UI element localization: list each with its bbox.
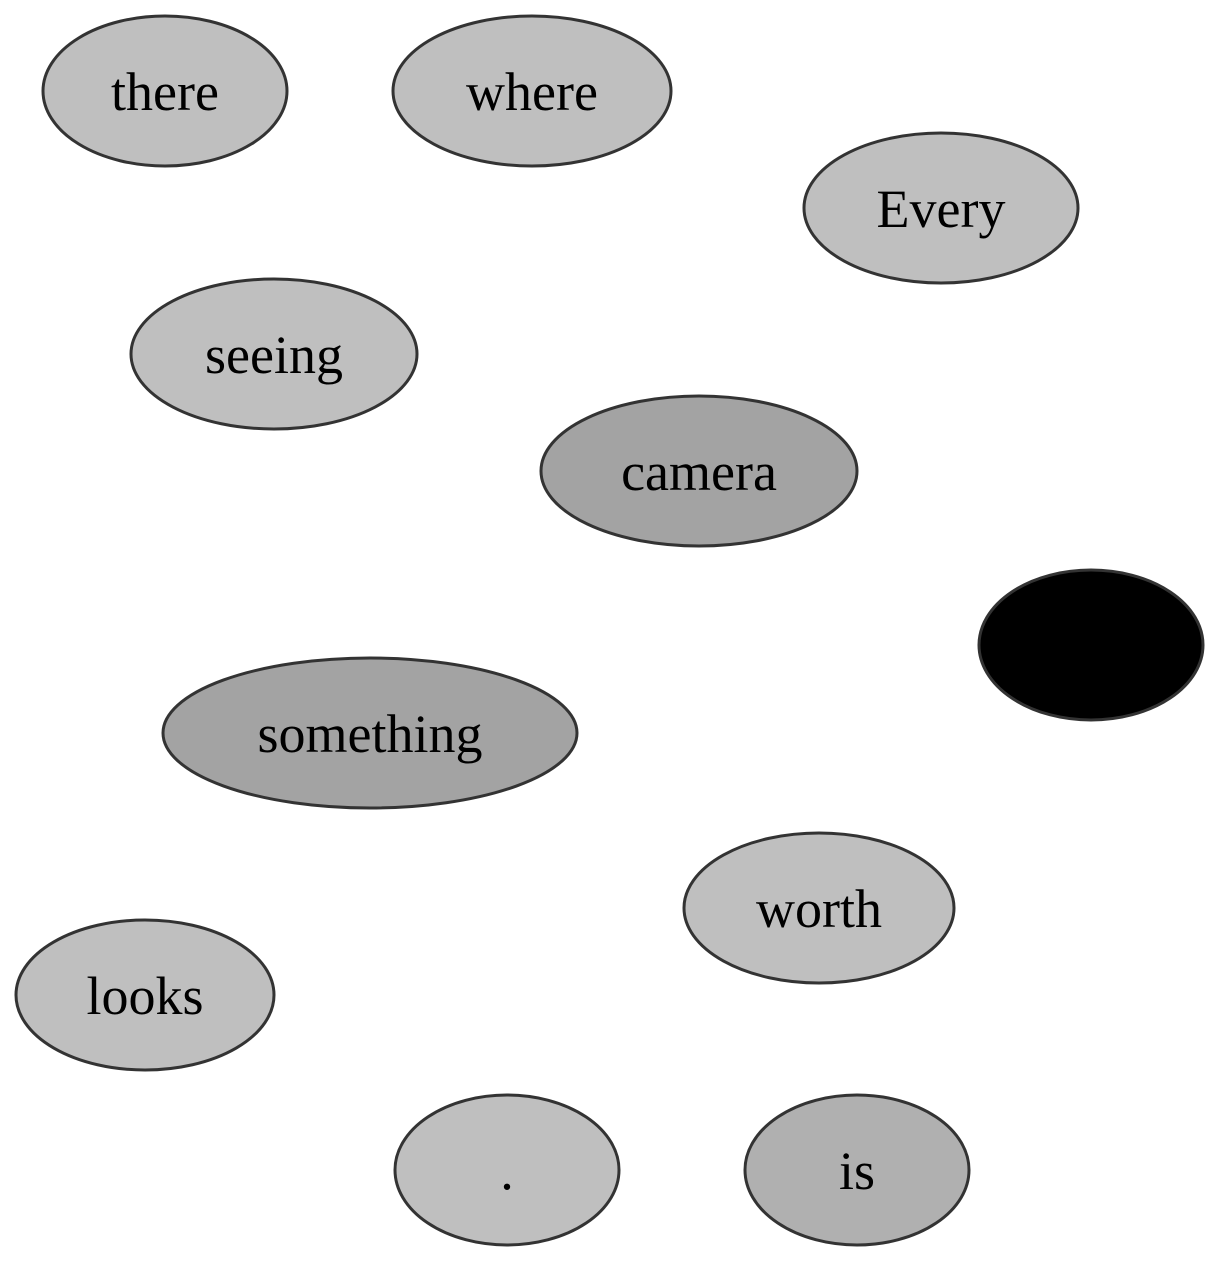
node-there-label: there	[111, 62, 219, 122]
node-is-label: is	[839, 1141, 875, 1201]
node-period-label: .	[500, 1141, 514, 1201]
node-something-ellipse	[161, 656, 579, 810]
node-worth: worth	[682, 831, 956, 985]
node-blank	[977, 568, 1205, 722]
node-camera-label: camera	[621, 442, 777, 502]
node-every: Every	[802, 131, 1080, 285]
node-period-ellipse	[393, 1093, 621, 1247]
node-there-ellipse	[41, 14, 289, 168]
node-is-ellipse	[743, 1093, 971, 1247]
node-worth-ellipse	[682, 831, 956, 985]
node-blank-ellipse	[977, 568, 1205, 722]
node-looks: looks	[14, 918, 276, 1072]
node-camera-ellipse	[539, 394, 859, 548]
node-is: is	[743, 1093, 971, 1247]
node-where: where	[391, 14, 673, 168]
node-looks-ellipse	[14, 918, 276, 1072]
node-period: .	[393, 1093, 621, 1247]
node-something-label: something	[258, 704, 483, 764]
node-where-label: where	[466, 62, 598, 122]
node-looks-label: looks	[86, 966, 203, 1026]
node-worth-label: worth	[756, 879, 882, 939]
node-there: there	[41, 14, 289, 168]
node-where-ellipse	[391, 14, 673, 168]
node-every-label: Every	[877, 179, 1006, 239]
node-camera: camera	[539, 394, 859, 548]
node-seeing: seeing	[129, 277, 419, 431]
node-every-ellipse	[802, 131, 1080, 285]
node-seeing-ellipse	[129, 277, 419, 431]
node-seeing-label: seeing	[205, 325, 343, 385]
node-something: something	[161, 656, 579, 810]
